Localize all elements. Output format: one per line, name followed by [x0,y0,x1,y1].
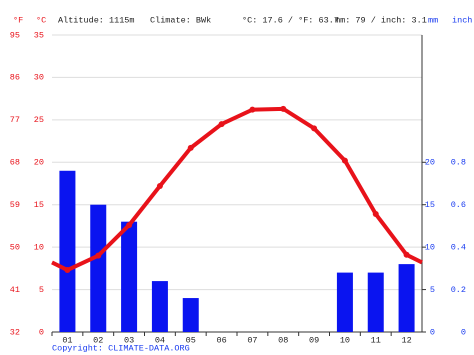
y-tick-label: 10 [34,242,44,252]
x-tick-label: 06 [216,335,226,345]
y-f-tick-label: 32 [10,327,20,337]
y-tick-label: 20 [34,158,44,168]
bar [182,298,199,332]
y-f-tick-label: 77 [10,115,20,125]
precip-summary: mm: 79 / inch: 3.1 [335,15,427,25]
y-tick-label: 30 [34,73,44,83]
bar [367,272,384,332]
temperature-point [156,183,163,190]
bar [90,204,107,332]
temp-summary: °C: 17.6 / °F: 63.7 [242,15,339,25]
y-tick-label: 5 [39,285,44,295]
y2-inch-tick-label: 0.8 [451,158,466,168]
x-tick-label: 03 [124,335,134,345]
y2-inch-tick-label: 0.6 [451,200,466,210]
x-tick-label: 05 [186,335,196,345]
temperature-point [280,105,287,112]
x-tick-label: 04 [155,335,165,345]
x-tick-label: 02 [93,335,103,345]
temperature-point [249,106,256,113]
c-unit: °C [36,15,46,25]
x-tick-label: 11 [371,335,381,345]
temperature-point [126,222,133,229]
copyright: Copyright: CLIMATE-DATA.ORG [52,343,190,353]
temperature-point [187,144,194,151]
mm-unit: mm [428,15,438,25]
temperature-line [66,106,409,272]
y2-tick-label: 5 [430,285,435,295]
y-tick-label: 0 [39,327,44,337]
line-edge [51,252,423,272]
y-tick-label: 35 [34,30,44,40]
x-tick-label: 09 [309,335,319,345]
y-f-tick-label: 59 [10,200,20,210]
bar [336,272,353,332]
bar [398,264,415,332]
temperature-point [218,121,225,128]
x-tick-label: 01 [62,335,72,345]
bar [151,281,168,332]
y2-tick-label: 0 [430,327,435,337]
y-f-tick-label: 86 [10,73,20,83]
bar [121,221,138,332]
inch-unit: inch [452,15,472,25]
y-f-tick-label: 68 [10,158,20,168]
x-tick-label: 12 [401,335,411,345]
temperature-point [95,252,102,259]
y-f-tick-label: 95 [10,30,20,40]
temperature-point [341,157,348,164]
y2-inch-tick-label: 0.4 [451,242,466,252]
y-f-tick-label: 41 [10,285,20,295]
y2-tick-label: 15 [425,200,435,210]
x-tick-label: 07 [247,335,257,345]
temperature-point [372,211,379,218]
temperature-point [64,267,71,274]
temperature-point [403,251,410,258]
x-tick-label: 10 [340,335,350,345]
y2-inch-tick-label: 0.2 [451,285,466,295]
climate: Climate: BWk [150,15,211,25]
y-tick-label: 15 [34,200,44,210]
temperature-point [311,125,318,132]
bar [59,170,76,332]
x-tick-label: 08 [278,335,288,345]
y2-inch-tick-label: 0 [461,327,466,337]
y-tick-label: 25 [34,115,44,125]
f-unit: °F [13,15,23,25]
altitude: Altitude: 1115m [58,15,135,25]
y2-tick-label: 10 [425,242,435,252]
y-f-tick-label: 50 [10,242,20,252]
y2-tick-label: 20 [425,158,435,168]
